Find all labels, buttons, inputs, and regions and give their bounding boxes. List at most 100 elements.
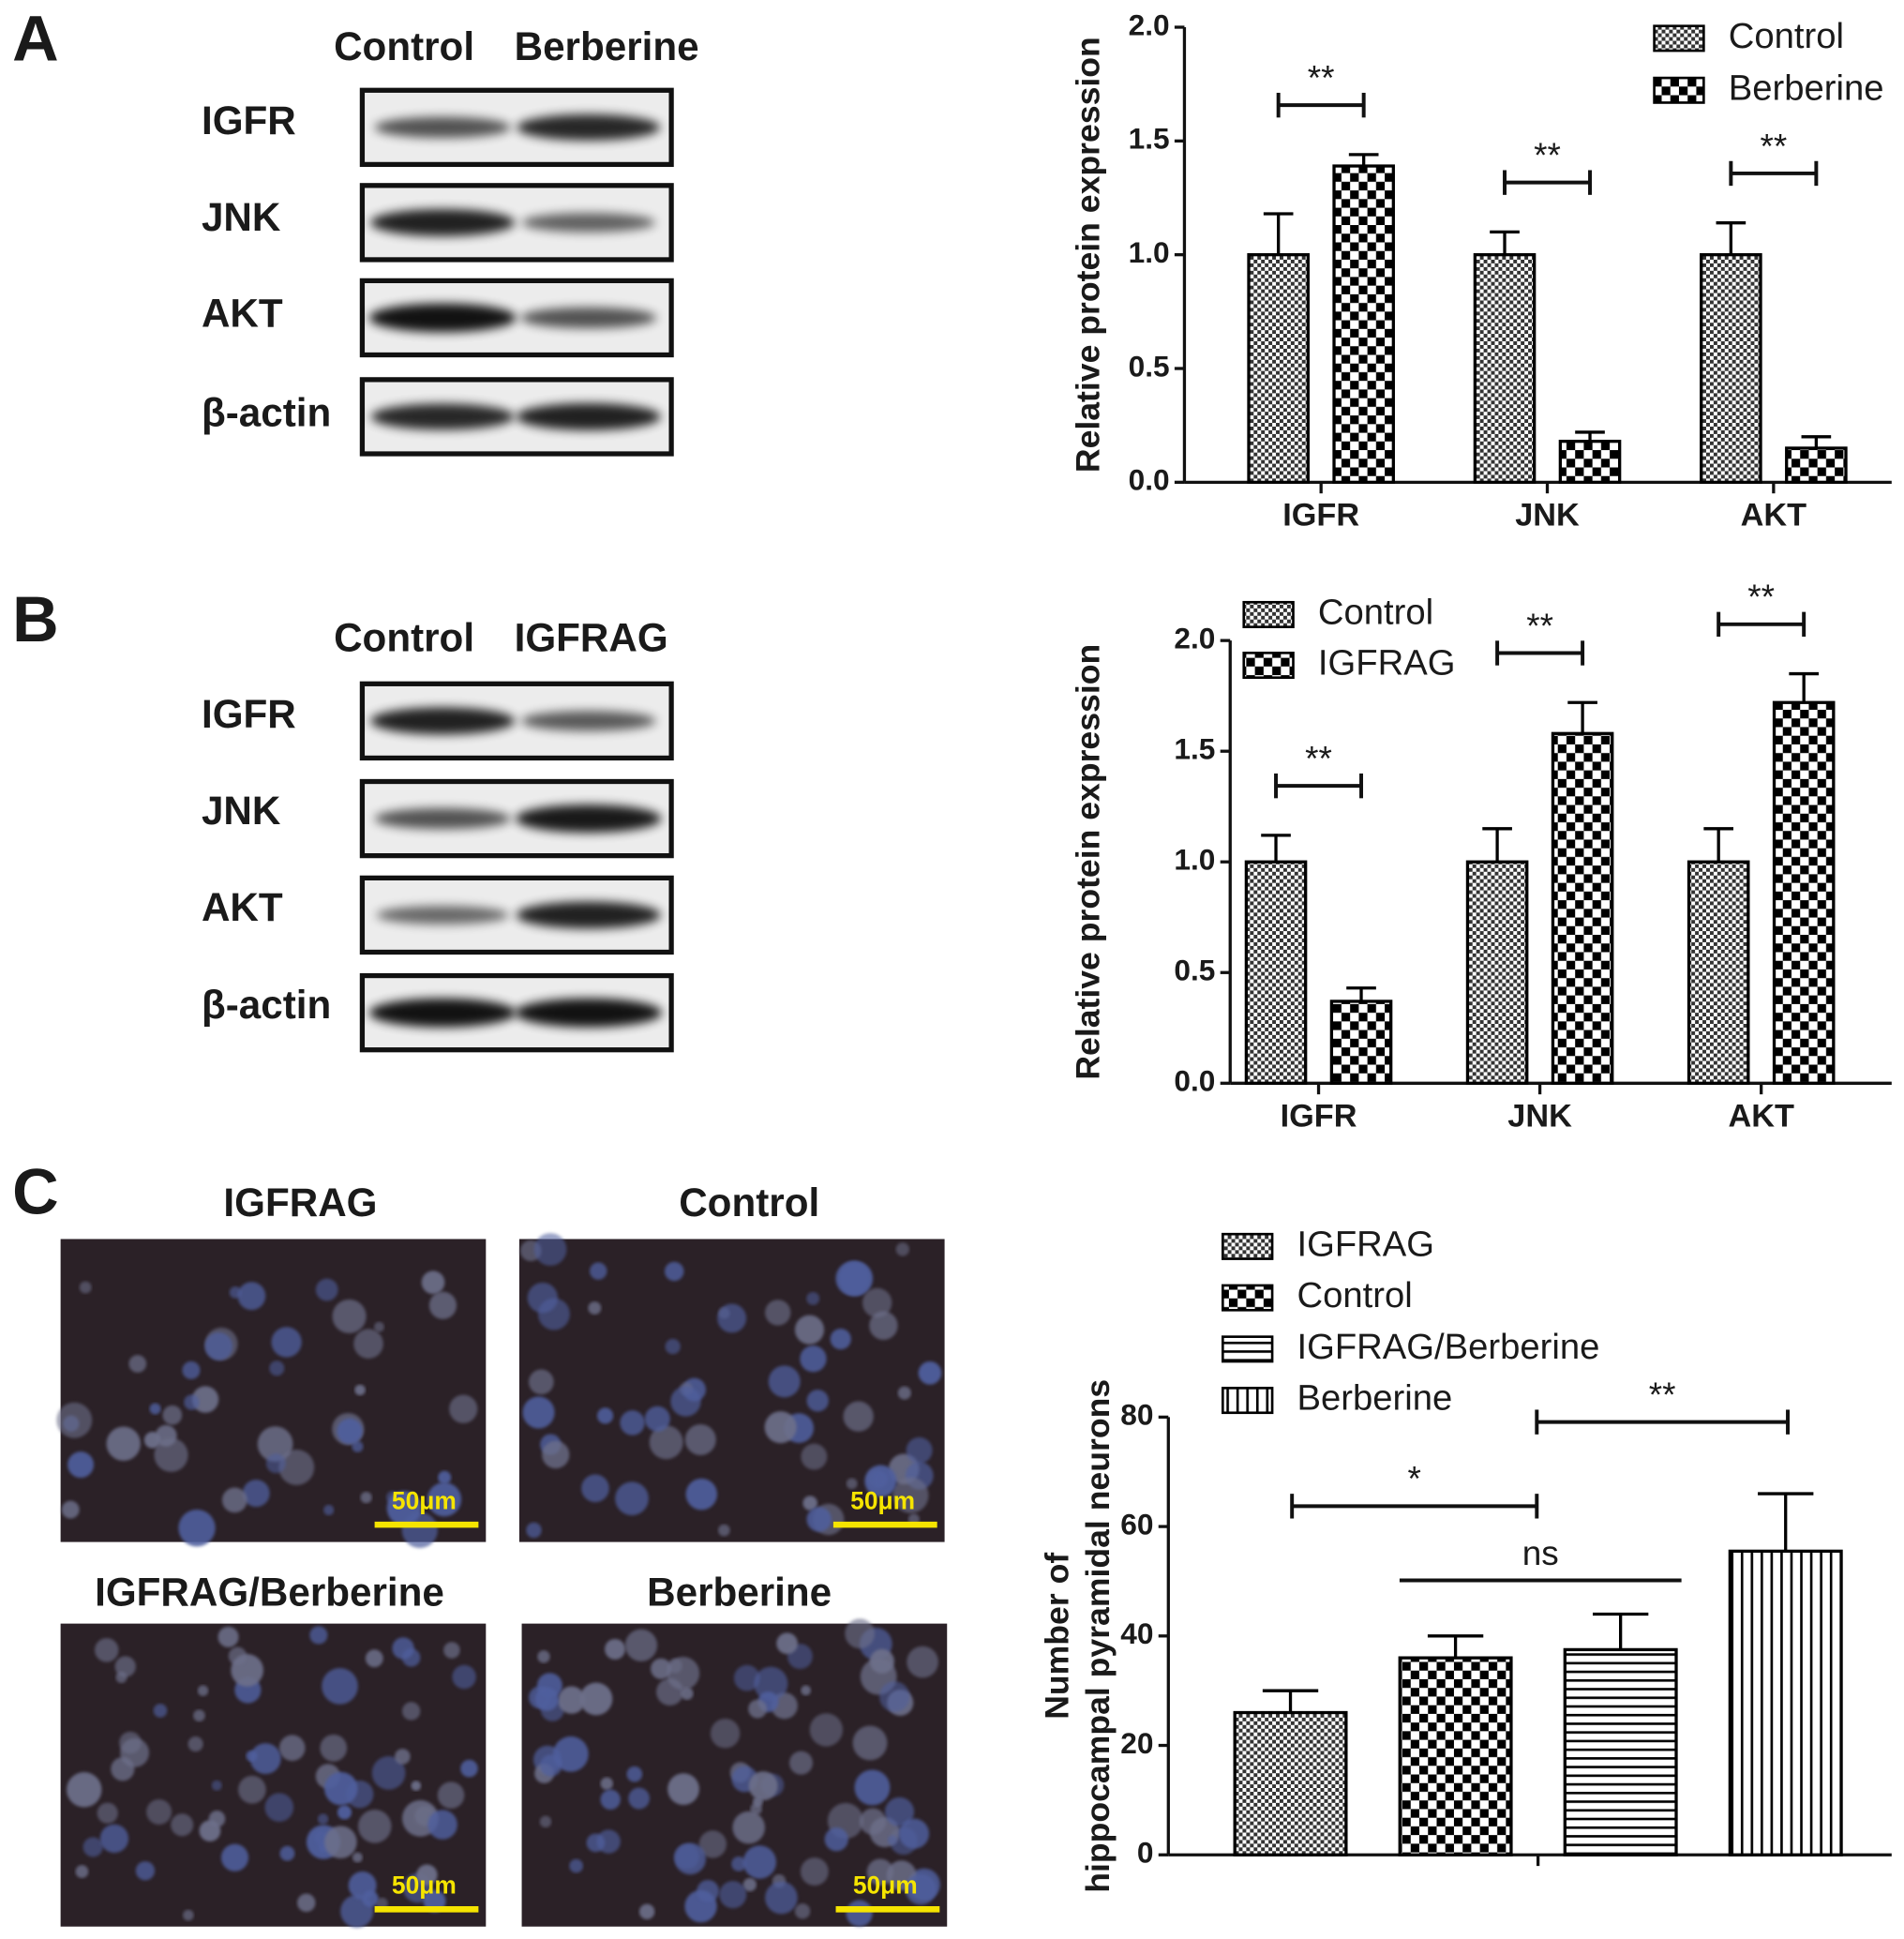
cell-nucleus [879,1681,910,1712]
cell-nucleus [238,1775,266,1804]
cell-nucleus [392,1637,414,1660]
blot-band [368,998,517,1028]
cell-nucleus [884,1796,915,1826]
y-tick-label: 0 [1137,1836,1154,1870]
y-tick-label: 2.0 [1174,622,1215,655]
cell-nucleus [539,1815,552,1828]
cell-nucleus [537,1650,550,1663]
cell-nucleus [75,1865,89,1878]
y-tick-label: 1.0 [1129,235,1170,269]
cell-nucleus [806,1390,829,1412]
x-tick-label: AKT [1741,497,1807,533]
y-tick-label: 40 [1120,1616,1153,1650]
cell-nucleus [323,1771,358,1806]
cell-nucleus [710,1718,741,1749]
cell-nucleus [171,1813,194,1837]
cell-nucleus [794,1315,825,1345]
y-tick-label: 0.0 [1174,1064,1215,1098]
cell-nucleus [228,1646,247,1665]
bar [1700,253,1762,484]
cell-nucleus [191,1386,219,1413]
cell-nucleus [527,1282,559,1314]
cell-nucleus [628,1787,651,1810]
scale-bar-label: 50μm [392,1486,457,1514]
legend-swatch [1653,76,1705,104]
cell-nucleus [809,1713,844,1747]
y-axis-label: Relative protein expression [1070,644,1107,1080]
cell-nucleus [664,1261,684,1282]
cell-nucleus [154,1437,188,1472]
cell-nucleus [794,1903,811,1919]
bar [1551,731,1614,1085]
cell-nucleus [155,1424,177,1447]
cell-nucleus [67,1451,95,1479]
blot-band [520,307,657,329]
cell-nucleus [859,1808,887,1835]
cell-nucleus [162,1405,183,1425]
x-tick-label: AKT [1728,1098,1793,1134]
cell-nucleus [788,1751,814,1775]
cell-nucleus [411,1781,422,1791]
y-tick-label: 1.0 [1174,843,1215,877]
blot-band [368,303,517,333]
significance-label: ** [1747,578,1775,616]
cell-nucleus [337,1805,352,1820]
y-tick-label: 80 [1120,1398,1153,1432]
cell-nucleus [257,1426,293,1463]
blot-band [370,403,515,430]
significance-label: ** [1308,59,1335,98]
cell-nucleus [97,1802,118,1824]
cell-nucleus [600,1777,613,1790]
cell-nucleus [732,1811,766,1844]
cell-nucleus [264,1793,294,1822]
cell-nucleus [373,1321,384,1332]
cell-nucleus [542,1440,570,1469]
cell-nucleus [806,1507,832,1532]
cell-nucleus [539,1754,562,1777]
cell-nucleus [624,1629,658,1661]
panel-letter: C [12,1156,59,1228]
bar [1465,860,1529,1085]
cell-nucleus [666,1657,700,1691]
legend-label: Berberine [1729,68,1884,108]
significance-bracket: ** [1274,740,1364,799]
scale-bar-label: 50μm [392,1871,457,1900]
figure-content: A Control Berberine IGFR JNK AKT β-actin B Contr… [12,2,1892,1928]
cell-nucleus [114,1656,136,1677]
legend-label: IGFRAG [1297,1224,1434,1264]
cell-nucleus [665,1338,681,1355]
cell-nucleus [337,1418,363,1445]
x-tick-label: IGFR [1281,1098,1357,1134]
cell-nucleus [846,1900,873,1927]
significance-label: ** [1526,607,1553,645]
cell-nucleus [852,1725,888,1761]
cell-nucleus [395,1749,411,1765]
blot-band [521,213,655,233]
x-tick-label: JNK [1507,1098,1572,1134]
cell-nucleus [801,1443,828,1470]
y-tick-label: 0.5 [1174,954,1215,987]
cell-nucleus [742,1845,777,1879]
cell-nucleus [452,1664,476,1690]
cell-nucleus [776,1632,798,1655]
blot-row-label: AKT [202,885,283,929]
cell-nucleus [279,1845,295,1861]
bar [1329,1000,1393,1085]
cell-nucleus [128,1355,147,1373]
cell-nucleus [534,1687,559,1711]
cell-nucleus [119,1731,142,1754]
blot-row-label: JNK [202,195,281,239]
cell-nucleus [401,1702,421,1721]
cell-nucleus [317,1813,329,1825]
blot-row-label: JNK [202,789,281,833]
significance-bracket: ** [1276,59,1366,118]
significance-bracket: ns [1399,1534,1682,1583]
legend-label: Control [1318,593,1433,633]
significance-bracket: ** [1495,607,1585,666]
cell-nucleus [528,1369,554,1395]
scale-bar-label: 50μm [850,1486,915,1514]
cell-nucleus [323,1504,335,1516]
blot-band [515,998,663,1028]
significance-bracket: * [1290,1460,1539,1519]
cell-nucleus [862,1287,892,1318]
